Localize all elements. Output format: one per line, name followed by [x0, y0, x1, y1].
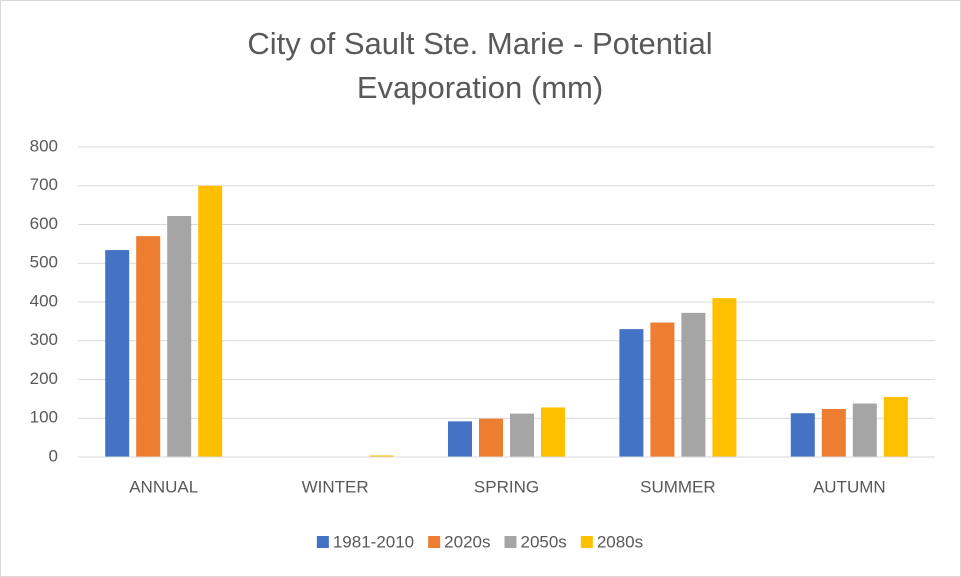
bar	[198, 185, 223, 457]
bar	[369, 455, 394, 457]
bar	[105, 250, 130, 457]
legend-label: 2080s	[597, 532, 643, 551]
x-tick-label: SPRING	[474, 477, 539, 496]
y-tick-label: 0	[49, 446, 58, 465]
y-tick-label: 600	[30, 214, 58, 233]
y-tick-label: 200	[30, 369, 58, 388]
x-tick-label: WINTER	[302, 477, 369, 496]
bar	[790, 413, 815, 457]
bar	[681, 312, 706, 457]
bar	[510, 413, 534, 457]
bar	[479, 418, 503, 457]
x-tick-label: AUTUMN	[813, 477, 886, 496]
y-tick-label: 400	[30, 291, 58, 310]
bar	[448, 421, 472, 457]
x-tick-label: ANNUAL	[129, 477, 198, 496]
legend-label: 2020s	[444, 532, 490, 551]
bar	[619, 329, 644, 457]
legend-label: 2050s	[520, 532, 566, 551]
bar	[883, 396, 908, 457]
chart-title: City of Sault Ste. Marie - Potential Eva…	[247, 26, 713, 105]
bar	[541, 407, 565, 457]
y-tick-label: 800	[30, 136, 58, 155]
legend-swatch	[428, 536, 441, 548]
x-tick-label: SUMMER	[640, 477, 716, 496]
y-tick-label: 300	[30, 330, 58, 349]
y-tick-label: 100	[30, 408, 58, 427]
bar	[712, 298, 737, 457]
legend-label: 1981-2010	[333, 532, 414, 551]
y-tick-label: 700	[30, 175, 58, 194]
bar	[821, 408, 846, 457]
y-tick-label: 500	[30, 253, 58, 272]
legend-swatch	[580, 536, 593, 548]
bar	[167, 215, 192, 457]
bar	[136, 236, 161, 457]
bar	[650, 322, 675, 457]
bar	[852, 403, 877, 457]
legend-swatch	[316, 536, 329, 548]
legend-swatch	[504, 536, 517, 548]
